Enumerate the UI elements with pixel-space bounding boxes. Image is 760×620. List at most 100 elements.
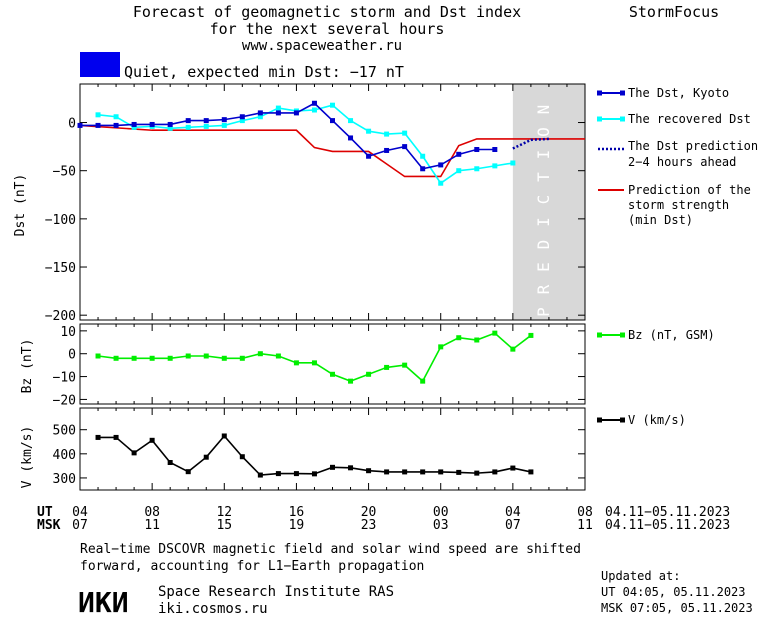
dst-kyoto-point	[113, 122, 119, 128]
dst-recovered-point	[402, 130, 408, 136]
dst-kyoto-point	[257, 110, 263, 116]
speed-point	[203, 454, 209, 460]
bz-point	[492, 330, 498, 336]
dst-kyoto-point	[293, 110, 299, 116]
dst-recovered-point	[456, 168, 462, 174]
dst-kyoto-point	[185, 118, 191, 124]
bz-point	[384, 364, 390, 370]
bz-point	[348, 378, 354, 384]
dst-recovered-point	[510, 160, 516, 166]
legend-dst-prediction-l2: 2−4 hours ahead	[628, 155, 736, 169]
footnote-line1: Real−time DSCOVR magnetic field and sola…	[80, 542, 581, 557]
dst-recovered-point	[131, 124, 137, 130]
dst-kyoto-point	[402, 144, 408, 150]
dst-kyoto-point	[311, 100, 317, 106]
y-tick-label: −200	[45, 309, 76, 324]
msk-date-range: 04.11−05.11.2023	[605, 518, 730, 533]
y-tick-label: −20	[53, 393, 76, 408]
status-color-box	[80, 52, 120, 77]
prediction-label-char: E	[534, 262, 553, 272]
speed-point	[149, 437, 155, 443]
dst-recovered-point	[348, 118, 354, 124]
bz-point	[474, 337, 480, 343]
legend-marker-recovered	[597, 116, 602, 122]
y-tick-label: 0	[68, 348, 76, 363]
legend-marker-dst-kyoto-2	[620, 90, 625, 96]
legend-storm-l1: Prediction of the	[628, 183, 751, 197]
updated-msk: MSK 07:05, 05.11.2023	[601, 601, 753, 615]
dst-recovered-point	[185, 124, 191, 130]
bz-point	[438, 344, 444, 350]
dst-recovered-point	[239, 118, 245, 124]
updated-label: Updated at:	[601, 569, 680, 583]
dst-kyoto-point	[131, 121, 137, 127]
bz-point	[131, 355, 137, 361]
dst-kyoto-point	[221, 117, 227, 123]
y-tick-label: −50	[53, 165, 76, 180]
ut-tick-label: 04	[505, 505, 521, 520]
legend-dst-prediction-l1: The Dst prediction	[628, 139, 758, 153]
dst-kyoto-point	[474, 147, 480, 153]
v-axis-label: V (km/s)	[20, 426, 35, 489]
bz-point	[203, 353, 209, 359]
bz-point	[330, 371, 335, 377]
dst-kyoto-point	[384, 147, 390, 153]
speed-point	[257, 472, 263, 478]
legend-dst-kyoto: The Dst, Kyoto	[628, 86, 729, 100]
dst-recovered-point	[257, 114, 263, 120]
legend-bz: Bz (nT, GSM)	[628, 328, 715, 342]
speed-point	[420, 469, 426, 475]
footnote-line2: forward, accounting for L1−Earth propaga…	[80, 559, 424, 574]
prediction-label-char: I	[534, 217, 553, 227]
msk-tick-label: 19	[289, 518, 305, 533]
dst-kyoto-point	[167, 121, 173, 127]
msk-tick-label: 07	[72, 518, 88, 533]
dst-kyoto-point	[95, 122, 101, 128]
chart-title-line2: for the next several hours	[210, 20, 445, 38]
dst-kyoto-point	[420, 166, 426, 172]
speed-point	[239, 454, 245, 460]
y-tick-label: 500	[53, 424, 76, 439]
prediction-label-char: O	[534, 127, 553, 137]
prediction-label-char: N	[534, 105, 553, 115]
dst-recovered-point	[275, 105, 281, 111]
y-tick-label: 400	[53, 448, 76, 463]
speed-point	[510, 465, 516, 471]
ut-tick-label: 04	[72, 505, 88, 520]
bz-point	[167, 355, 173, 361]
bz-axis-label: Bz (nT)	[20, 339, 35, 394]
y-tick-label: −150	[45, 261, 76, 276]
dst-recovered-point	[384, 131, 390, 137]
legend-marker-v	[597, 417, 602, 423]
prediction-label-char: T	[534, 172, 553, 182]
legend-marker-bz	[597, 332, 602, 338]
speed-point	[456, 469, 462, 475]
panel-frame	[79, 323, 586, 405]
bz-point	[311, 360, 317, 366]
prediction-label-char: D	[534, 240, 553, 250]
msk-tick-label: 11	[144, 518, 160, 533]
dst-kyoto-point	[348, 135, 354, 141]
legend-marker-v-2	[620, 417, 625, 423]
prediction-label-char: P	[534, 307, 553, 317]
dst-recovered-point	[113, 114, 119, 120]
site-url: www.spaceweather.ru	[242, 38, 402, 54]
speed-point	[492, 469, 498, 475]
ut-tick-label: 16	[289, 505, 305, 520]
prediction-label-char: R	[534, 284, 553, 294]
speed-point	[311, 471, 317, 477]
bz-point	[239, 355, 245, 361]
legend-marker-bz-2	[620, 332, 625, 338]
bz-point	[275, 353, 281, 359]
msk-tick-label: 15	[216, 518, 232, 533]
bz-point	[221, 355, 227, 361]
y-tick-label: 10	[60, 325, 76, 340]
dst-recovered-point	[474, 166, 480, 172]
ut-date-range: 04.11−05.11.2023	[605, 505, 730, 520]
dst-recovered-point	[420, 153, 426, 159]
dst-kyoto-point	[77, 122, 83, 128]
iki-logo: ИКИ	[78, 586, 129, 619]
storm-strength-line	[79, 124, 585, 178]
bz-point	[366, 371, 372, 377]
